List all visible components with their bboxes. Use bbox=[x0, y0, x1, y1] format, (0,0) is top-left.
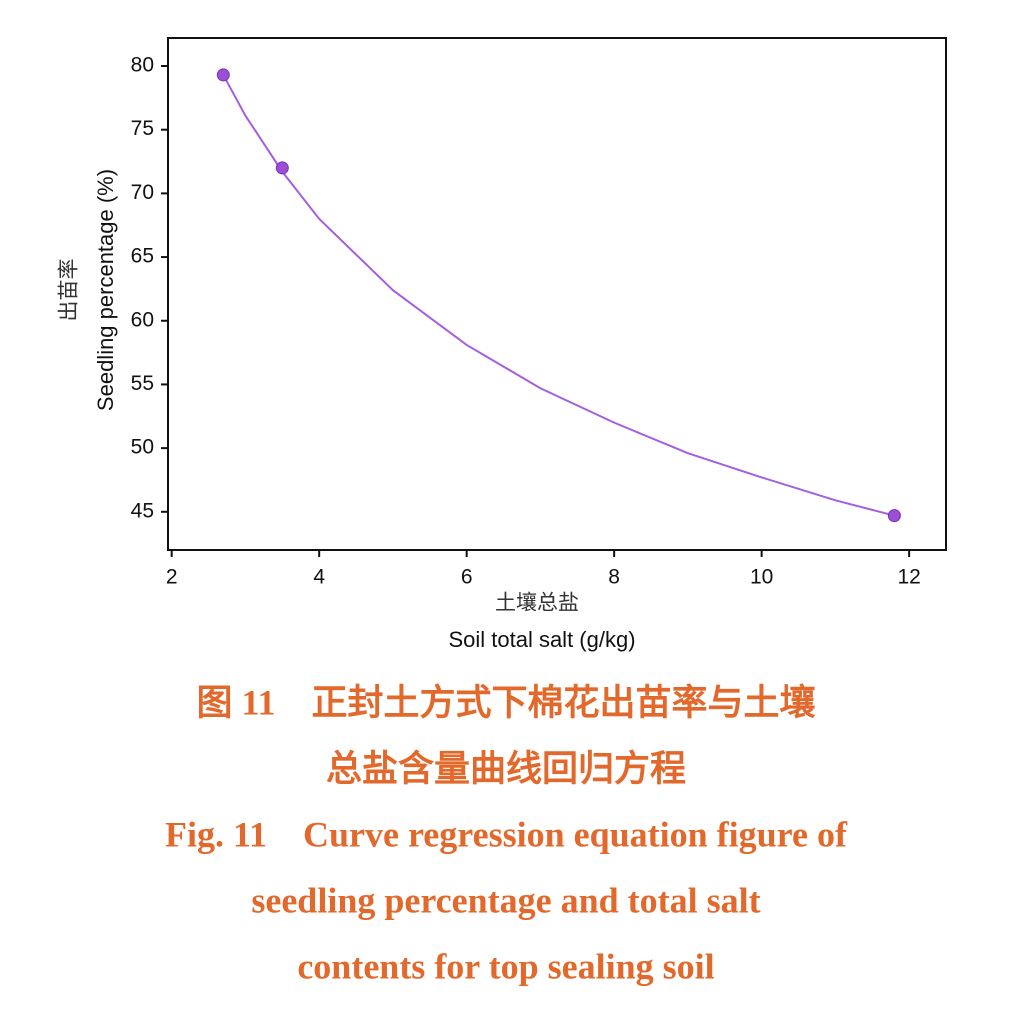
y-tick-label: 55 bbox=[131, 372, 154, 395]
caption-en: Fig. 11 Curve regression equation figure… bbox=[165, 814, 848, 854]
plot-frame bbox=[167, 37, 947, 551]
y-tick-label: 70 bbox=[131, 181, 154, 204]
y-tick-label: 80 bbox=[131, 54, 154, 77]
data-point bbox=[216, 68, 230, 82]
x-label-cn: 土壤总盐 bbox=[495, 592, 579, 615]
caption-en: contents for top sealing soil bbox=[297, 946, 714, 986]
fit-curve bbox=[222, 74, 895, 517]
y-tick-label: 75 bbox=[131, 117, 154, 140]
x-label: Soil total salt (g/kg) bbox=[448, 627, 635, 652]
x-tick-label: 12 bbox=[897, 566, 920, 589]
x-tick-label: 10 bbox=[750, 566, 773, 589]
data-point bbox=[887, 509, 901, 523]
y-tick-label: 50 bbox=[131, 436, 154, 459]
data-point bbox=[275, 161, 289, 175]
y-label: Seedling percentage (%) bbox=[93, 169, 118, 411]
caption-cn: 总盐含量曲线回归方程 bbox=[326, 748, 686, 788]
y-tick-label: 65 bbox=[131, 245, 154, 268]
x-tick-label: 6 bbox=[461, 566, 473, 589]
caption-en: seedling percentage and total salt bbox=[251, 880, 760, 920]
x-tick-label: 4 bbox=[313, 566, 325, 589]
y-label-cn: 出苗率 bbox=[58, 259, 81, 322]
y-tick-label: 45 bbox=[131, 499, 154, 522]
caption-cn: 图 11 正封土方式下棉花出苗率与土壤 bbox=[196, 681, 815, 722]
x-tick-label: 8 bbox=[608, 566, 620, 589]
y-tick-label: 60 bbox=[131, 308, 154, 331]
x-tick-label: 2 bbox=[166, 566, 178, 589]
